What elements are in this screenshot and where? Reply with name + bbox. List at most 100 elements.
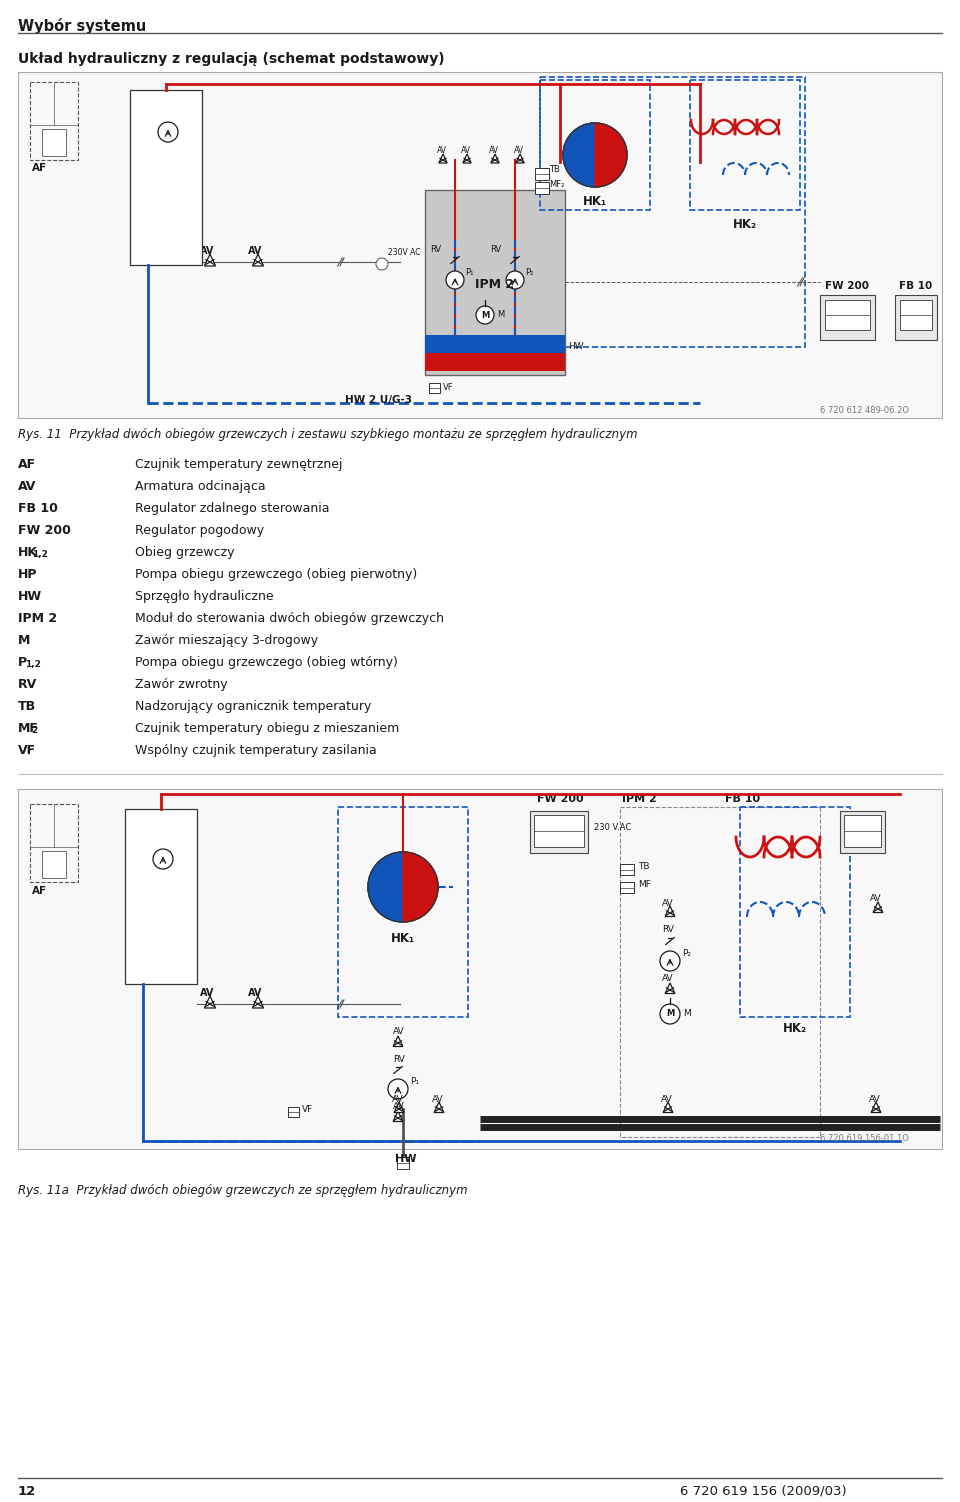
Text: AV: AV (432, 1095, 444, 1104)
Text: FB 10: FB 10 (725, 795, 760, 804)
Bar (540, 77, 805, 347)
Bar (820, 294, 875, 339)
Polygon shape (665, 982, 675, 993)
Bar (42, 850, 66, 879)
Text: HW: HW (18, 590, 42, 602)
Text: VF: VF (302, 1105, 313, 1114)
Text: Nadzorujący ogranicznik temperatury: Nadzorujący ogranicznik temperatury (135, 700, 372, 713)
Text: FB 10: FB 10 (18, 502, 58, 515)
Text: AF: AF (32, 886, 47, 897)
Text: AV: AV (200, 246, 214, 255)
Polygon shape (393, 1036, 403, 1047)
Polygon shape (873, 903, 883, 913)
Text: AV: AV (489, 146, 499, 155)
Text: Armatura odcinająca: Armatura odcinająca (135, 481, 266, 493)
Text: AV: AV (437, 146, 447, 155)
Bar (535, 168, 549, 180)
Bar (825, 300, 870, 330)
Text: 6 720 619 156 (2009/03): 6 720 619 156 (2009/03) (680, 1485, 847, 1497)
Text: Czujnik temperatury obiegu z mieszaniem: Czujnik temperatury obiegu z mieszaniem (135, 722, 399, 734)
Bar (18, 72, 942, 418)
Text: TB: TB (18, 700, 36, 713)
Text: AV: AV (18, 481, 36, 493)
Text: HW 2 U/G-3: HW 2 U/G-3 (345, 395, 412, 406)
Text: HP: HP (147, 829, 164, 840)
Bar (338, 807, 468, 1017)
Text: TB: TB (638, 862, 650, 871)
Text: FW 200: FW 200 (18, 524, 71, 538)
Text: Sprzęgło hydrauliczne: Sprzęgło hydrauliczne (135, 590, 274, 602)
Text: Zawór mieszający 3-drogowy: Zawór mieszający 3-drogowy (135, 634, 318, 647)
Text: AV: AV (248, 988, 262, 997)
Text: P₂: P₂ (525, 267, 534, 276)
Polygon shape (491, 155, 499, 164)
Text: AV: AV (200, 988, 214, 997)
Text: P₁: P₁ (410, 1077, 419, 1086)
Text: Regulator pogodowy: Regulator pogodowy (135, 524, 264, 538)
Text: 6 720 619 156-01.1O: 6 720 619 156-01.1O (820, 1134, 909, 1143)
Text: AF: AF (18, 458, 36, 472)
Text: HW: HW (395, 1154, 417, 1164)
Text: Moduł do sterowania dwóch obiegów grzewczych: Moduł do sterowania dwóch obiegów grzewc… (135, 611, 444, 625)
Text: 230 V.AC: 230 V.AC (594, 823, 632, 832)
Polygon shape (403, 852, 438, 922)
Text: HK₁: HK₁ (391, 933, 415, 945)
Circle shape (506, 270, 524, 288)
Text: 6 720 612 489-06.2O: 6 720 612 489-06.2O (820, 406, 909, 415)
Circle shape (153, 849, 173, 870)
Circle shape (368, 852, 438, 922)
Text: M: M (666, 1009, 674, 1018)
Circle shape (446, 270, 464, 288)
Text: AV: AV (392, 1095, 403, 1104)
Text: AV: AV (461, 146, 471, 155)
Bar (42, 129, 66, 156)
Text: AV: AV (661, 1095, 673, 1104)
Bar (425, 335, 565, 353)
Polygon shape (204, 996, 216, 1008)
Text: P: P (18, 656, 27, 668)
Text: HW: HW (568, 342, 584, 351)
Text: M: M (683, 1009, 691, 1018)
Polygon shape (871, 1102, 881, 1113)
Text: 12: 12 (18, 1485, 36, 1497)
Text: P₁: P₁ (465, 267, 473, 276)
Text: HK₁: HK₁ (583, 195, 607, 207)
Text: HK₂: HK₂ (783, 1021, 807, 1035)
Text: FW 200: FW 200 (537, 795, 584, 804)
Polygon shape (663, 1102, 673, 1113)
Bar (425, 353, 565, 371)
Bar (620, 807, 820, 1137)
Circle shape (660, 1003, 680, 1024)
Text: M: M (481, 311, 490, 320)
Text: 230 V/AC: 230 V/AC (133, 170, 168, 179)
Bar (429, 383, 440, 394)
Polygon shape (595, 123, 627, 188)
Text: Pompa obiegu grzewczego (obieg wtórny): Pompa obiegu grzewczego (obieg wtórny) (135, 656, 397, 668)
Text: AV: AV (393, 1102, 404, 1111)
Text: RV: RV (393, 1054, 405, 1063)
Text: TB: TB (549, 165, 560, 174)
Text: RV: RV (490, 245, 501, 254)
Text: VF: VF (18, 743, 36, 757)
Text: Pompa obiegu grzewczego (obieg pierwotny): Pompa obiegu grzewczego (obieg pierwotny… (135, 568, 418, 581)
Bar (30, 83, 78, 161)
Text: P₂: P₂ (682, 949, 691, 958)
Text: IPM 2: IPM 2 (622, 795, 657, 804)
Circle shape (476, 306, 494, 324)
Text: Regulator zdalnego sterowania: Regulator zdalnego sterowania (135, 502, 329, 515)
Text: AF: AF (32, 164, 47, 173)
Text: MF: MF (18, 722, 38, 734)
Text: Czujnik temperatury zewnętrznej: Czujnik temperatury zewnętrznej (135, 458, 343, 472)
Text: HP: HP (18, 568, 37, 581)
Bar (900, 300, 932, 330)
Bar (425, 189, 565, 376)
Text: 1,2: 1,2 (32, 550, 47, 559)
Circle shape (660, 951, 680, 970)
Bar (125, 810, 197, 984)
Text: IPM 2: IPM 2 (18, 611, 58, 625)
Text: IPM 2: IPM 2 (475, 278, 515, 291)
Polygon shape (665, 906, 675, 916)
Text: HK₂: HK₂ (732, 218, 757, 231)
Bar (130, 90, 202, 264)
Circle shape (158, 122, 178, 143)
